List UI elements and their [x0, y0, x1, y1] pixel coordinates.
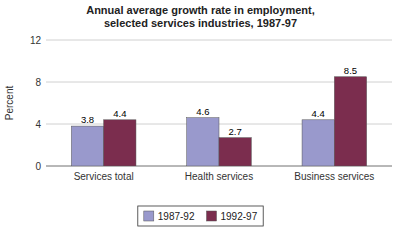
legend-swatch: [207, 211, 217, 221]
legend-label: 1992-97: [221, 211, 258, 222]
chart: Annual average growth rate in employment…: [0, 0, 401, 238]
data-label: 4.4: [113, 108, 126, 119]
y-axis: 0 4 8 12: [30, 35, 392, 172]
title-line: selected services industries, 1987-97: [104, 17, 297, 29]
bar: [187, 118, 219, 166]
title-line: Annual average growth rate in employment…: [86, 4, 315, 16]
bars: [71, 77, 366, 166]
data-label: 4.4: [312, 108, 325, 119]
data-label: 3.8: [81, 114, 94, 125]
bar: [71, 126, 103, 166]
bar: [302, 120, 334, 166]
data-labels: 3.8 4.6 4.4 4.4 2.7 8.5: [81, 65, 357, 137]
bar: [219, 138, 251, 166]
x-tick-label: Business services: [294, 171, 374, 182]
y-tick-label: 12: [30, 35, 42, 46]
title: Annual average growth rate in employment…: [86, 4, 315, 29]
legend-swatch: [144, 211, 154, 221]
bar: [334, 77, 366, 166]
legend: 1987-92 1992-97: [138, 206, 263, 226]
data-label: 4.6: [196, 106, 209, 117]
x-tick-label: Health services: [185, 171, 253, 182]
legend-label: 1987-92: [158, 211, 195, 222]
legend-frame: [138, 206, 263, 226]
y-tick-label: 0: [35, 161, 41, 172]
y-tick-label: 4: [35, 119, 41, 130]
grid-line: [46, 40, 392, 41]
y-tick-label: 8: [35, 77, 41, 88]
data-label: 2.7: [229, 126, 242, 137]
y-axis-label: Percent: [4, 86, 15, 121]
x-tick-label: Services total: [74, 171, 134, 182]
bar: [104, 120, 136, 166]
data-label: 8.5: [344, 65, 357, 76]
